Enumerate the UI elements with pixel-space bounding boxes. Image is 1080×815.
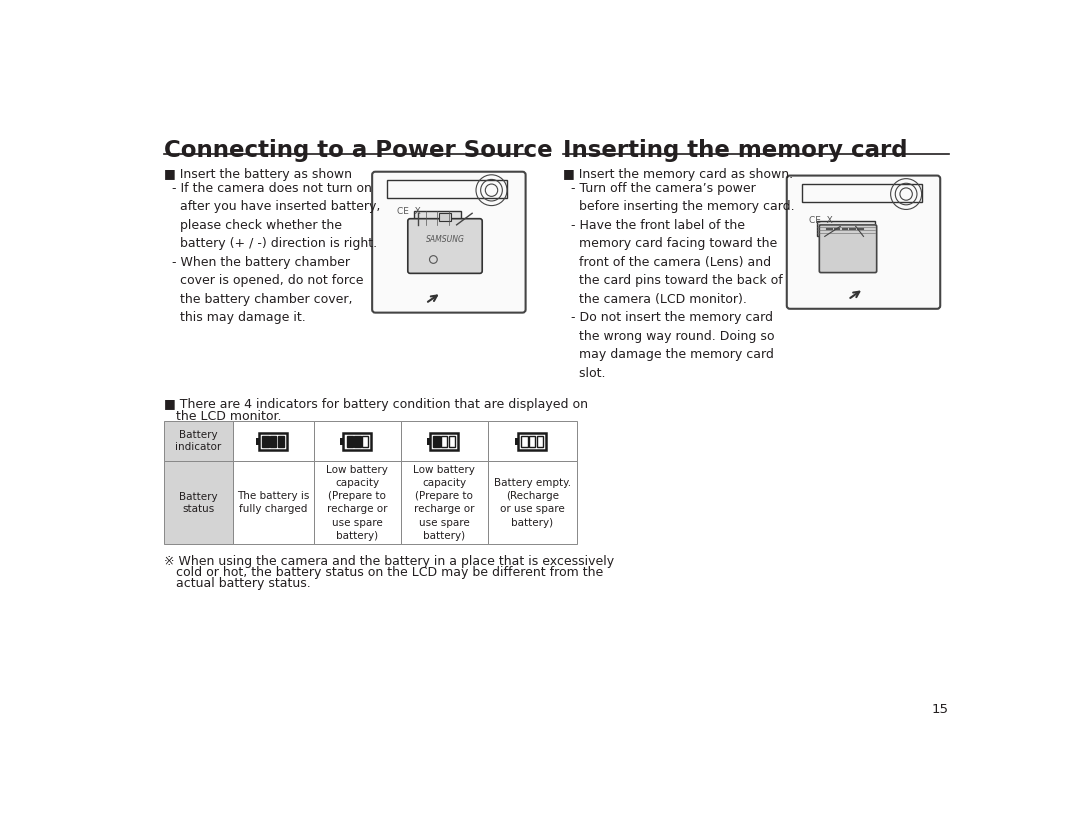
Bar xyxy=(433,436,440,447)
Bar xyxy=(515,438,518,445)
FancyBboxPatch shape xyxy=(408,218,482,273)
Bar xyxy=(449,436,455,447)
Bar xyxy=(232,421,314,461)
Text: SAMSUNG: SAMSUNG xyxy=(426,236,464,244)
Bar xyxy=(518,433,546,450)
Bar xyxy=(441,436,447,447)
Bar xyxy=(343,433,372,450)
Bar xyxy=(164,421,232,461)
Bar xyxy=(488,461,577,544)
Text: ■ Insert the battery as shown: ■ Insert the battery as shown xyxy=(164,168,352,181)
Text: Low battery
capacity
(Prepare to
recharge or
use spare
battery): Low battery capacity (Prepare to recharg… xyxy=(414,465,475,541)
Text: CE  X: CE X xyxy=(397,207,421,216)
Text: the LCD monitor.: the LCD monitor. xyxy=(164,410,282,423)
Bar xyxy=(362,436,368,447)
Text: ※ When using the camera and the battery in a place that is excessively: ※ When using the camera and the battery … xyxy=(164,555,615,568)
Bar xyxy=(522,436,527,447)
Bar xyxy=(259,433,287,450)
Text: ■ Insert the memory card as shown.: ■ Insert the memory card as shown. xyxy=(563,168,793,181)
FancyBboxPatch shape xyxy=(820,225,877,272)
Text: Low battery
capacity
(Prepare to
recharge or
use spare
battery): Low battery capacity (Prepare to recharg… xyxy=(326,465,389,541)
Bar xyxy=(529,436,536,447)
Bar xyxy=(414,211,460,225)
Bar xyxy=(347,436,353,447)
Bar xyxy=(314,421,401,461)
Bar xyxy=(438,214,451,221)
Text: 15: 15 xyxy=(932,703,948,716)
FancyBboxPatch shape xyxy=(786,175,941,309)
Bar xyxy=(401,421,488,461)
Bar xyxy=(537,436,543,447)
FancyBboxPatch shape xyxy=(373,172,526,313)
Bar xyxy=(816,221,875,236)
Text: - Turn off the camera’s power
    before inserting the memory card.
  - Have the: - Turn off the camera’s power before ins… xyxy=(563,182,795,380)
Bar xyxy=(256,438,259,445)
Bar xyxy=(262,436,269,447)
Text: The battery is
fully charged: The battery is fully charged xyxy=(238,491,310,514)
Bar xyxy=(164,461,232,544)
Bar xyxy=(401,461,488,544)
Bar xyxy=(232,461,314,544)
Bar xyxy=(430,433,458,450)
Text: actual battery status.: actual battery status. xyxy=(164,577,311,590)
Bar xyxy=(488,421,577,461)
Text: cold or hot, the battery status on the LCD may be different from the: cold or hot, the battery status on the L… xyxy=(164,566,604,579)
Text: - If the camera does not turn on
    after you have inserted battery,
    please: - If the camera does not turn on after y… xyxy=(164,182,381,324)
Text: Inserting the memory card: Inserting the memory card xyxy=(563,139,907,161)
Text: Battery
status: Battery status xyxy=(179,491,218,514)
Bar xyxy=(270,436,276,447)
Bar xyxy=(354,436,361,447)
Bar xyxy=(314,461,401,544)
Text: ■ There are 4 indicators for battery condition that are displayed on: ■ There are 4 indicators for battery con… xyxy=(164,398,589,411)
Text: CE  X: CE X xyxy=(809,216,833,225)
Text: Battery
indicator: Battery indicator xyxy=(175,430,221,452)
Bar xyxy=(340,438,343,445)
Bar xyxy=(278,436,284,447)
Bar xyxy=(428,438,430,445)
Text: Battery empty.
(Recharge
or use spare
battery): Battery empty. (Recharge or use spare ba… xyxy=(494,478,570,527)
Text: Connecting to a Power Source: Connecting to a Power Source xyxy=(164,139,553,161)
